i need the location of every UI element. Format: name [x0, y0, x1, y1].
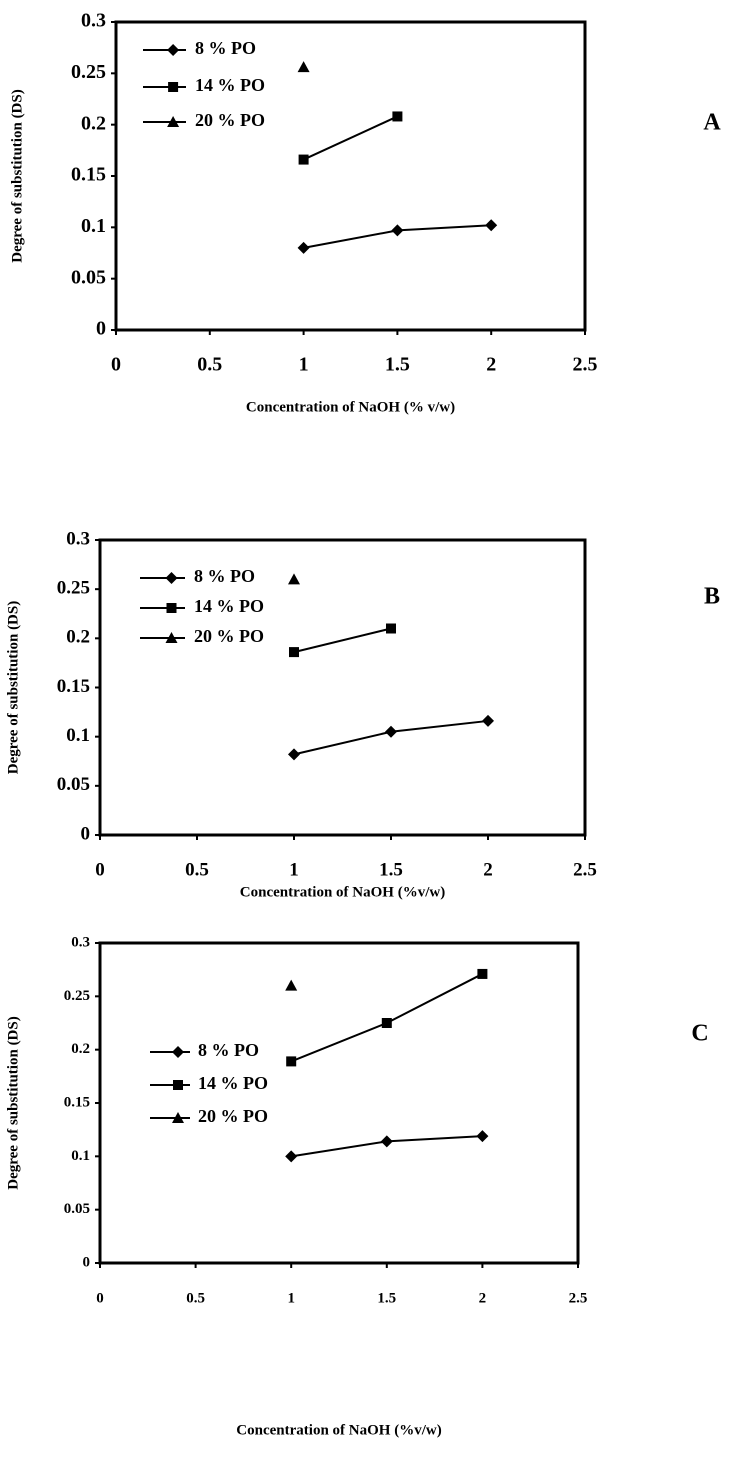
y-tick-label: 0 [81, 823, 91, 844]
marker-triangle [165, 632, 178, 643]
legend-label: 14 % PO [198, 1073, 268, 1093]
y-tick-label: 0.25 [64, 988, 90, 1004]
marker-diamond [391, 224, 404, 237]
marker-square [289, 647, 299, 658]
marker-square [392, 111, 403, 122]
x-tick-label: 1.5 [379, 859, 403, 880]
x-tick-label: 0 [96, 1290, 104, 1306]
y-tick-label: 0.05 [57, 774, 90, 795]
x-tick-label: 1.5 [377, 1290, 396, 1306]
y-tick-label: 0.15 [71, 164, 106, 186]
y-tick-label: 0.15 [64, 1094, 90, 1110]
y-axis-label: Degree of substitution (DS) [9, 89, 25, 262]
y-tick-label: 0.2 [81, 112, 106, 134]
y-tick-label: 0.05 [71, 266, 106, 288]
y-tick-label: 0 [83, 1254, 91, 1270]
x-tick-label: 1 [299, 354, 309, 376]
y-tick-label: 0.1 [81, 215, 106, 237]
marker-square [386, 623, 396, 634]
marker-square [166, 603, 177, 613]
x-tick-label: 2.5 [573, 859, 597, 880]
x-tick-label: 1.5 [385, 354, 410, 376]
marker-diamond [285, 1150, 298, 1163]
legend-label: 8 % PO [194, 566, 255, 586]
y-tick-label: 0.1 [71, 1148, 90, 1164]
legend-label: 8 % PO [198, 1040, 259, 1060]
marker-diamond [385, 725, 397, 738]
y-tick-label: 0 [96, 318, 106, 340]
x-tick-label: 0.5 [197, 354, 222, 376]
marker-diamond [288, 748, 300, 761]
panel-label: A [703, 110, 721, 136]
y-axis-label: Degree of substitution (DS) [5, 601, 21, 774]
marker-triangle [285, 979, 298, 991]
x-axis-label: Concentration of NaOH (%v/w) [240, 884, 445, 900]
marker-diamond [476, 1130, 489, 1143]
x-axis-label: Concentration of NaOH (% v/w) [246, 399, 455, 415]
x-tick-label: 0.5 [185, 859, 209, 880]
y-tick-label: 0.25 [71, 61, 106, 83]
x-tick-label: 2 [479, 1290, 487, 1306]
marker-square [298, 154, 309, 165]
series-line [303, 115, 398, 161]
marker-square [477, 968, 488, 979]
marker-triangle [172, 1112, 184, 1123]
x-tick-label: 2.5 [569, 1290, 588, 1306]
marker-square [168, 82, 179, 92]
x-tick-label: 2 [486, 354, 496, 376]
x-tick-label: 2 [483, 859, 493, 880]
legend-label: 8 % PO [195, 38, 256, 58]
x-tick-label: 0 [95, 859, 105, 880]
legend-label: 20 % PO [198, 1106, 268, 1126]
y-tick-label: 0.3 [71, 934, 90, 950]
x-tick-label: 2.5 [573, 354, 598, 376]
y-tick-label: 0.3 [66, 528, 90, 549]
marker-triangle [297, 61, 310, 73]
series-line [293, 627, 392, 654]
series-line [290, 973, 483, 1063]
marker-diamond [172, 1046, 184, 1058]
y-axis-label: Degree of substitution (DS) [5, 1016, 21, 1189]
marker-diamond [167, 44, 180, 56]
marker-diamond [485, 219, 498, 232]
panel-label: B [704, 584, 720, 610]
marker-square [173, 1080, 183, 1090]
panel-label: C [691, 1021, 708, 1047]
x-axis-label: Concentration of NaOH (%v/w) [236, 1422, 441, 1438]
x-tick-label: 0.5 [186, 1290, 205, 1306]
y-tick-label: 0.3 [81, 10, 106, 32]
legend-label: 20 % PO [194, 626, 264, 646]
x-tick-label: 1 [287, 1290, 295, 1306]
legend-label: 20 % PO [195, 110, 265, 130]
marker-diamond [380, 1135, 393, 1148]
plot-frame [98, 538, 587, 837]
y-tick-label: 0.05 [64, 1201, 90, 1217]
y-tick-label: 0.2 [71, 1041, 90, 1057]
marker-triangle [167, 116, 180, 127]
marker-diamond [297, 241, 310, 254]
x-tick-label: 1 [289, 859, 299, 880]
marker-square [286, 1056, 297, 1067]
y-tick-label: 0.2 [66, 627, 90, 648]
legend-label: 14 % PO [195, 75, 265, 95]
y-tick-label: 0.15 [57, 676, 90, 697]
marker-square [381, 1018, 392, 1028]
x-tick-label: 0 [111, 354, 121, 376]
legend-label: 14 % PO [194, 596, 264, 616]
y-tick-label: 0.25 [57, 578, 90, 599]
marker-triangle [288, 573, 300, 585]
marker-diamond [165, 572, 178, 584]
plot-frame [98, 941, 580, 1265]
marker-diamond [482, 714, 494, 727]
y-tick-label: 0.1 [66, 725, 90, 746]
plot-frame [114, 20, 587, 332]
